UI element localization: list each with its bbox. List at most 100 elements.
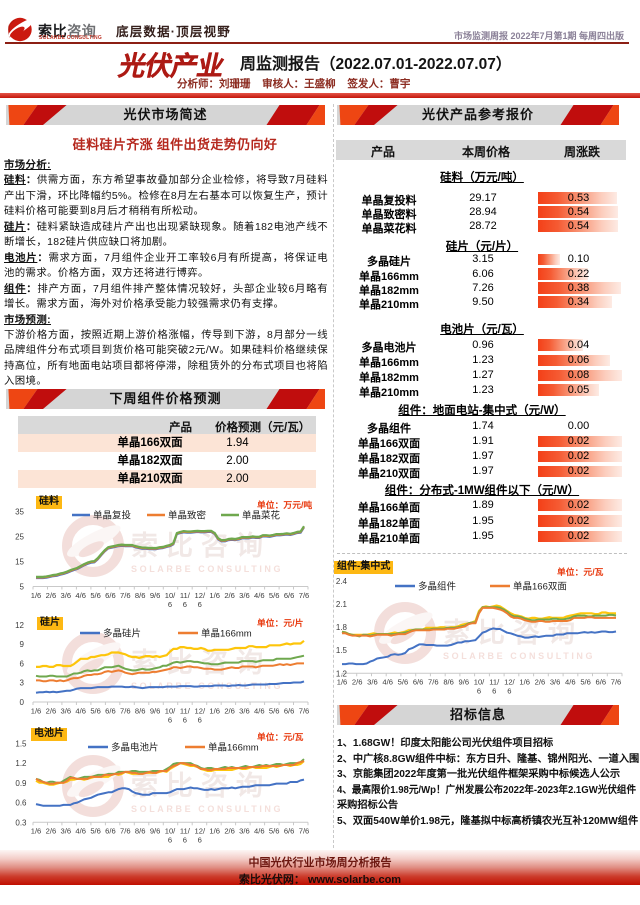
svg-text:索比咨询: 索比咨询: [131, 771, 271, 801]
svg-text:10/: 10/: [474, 678, 485, 687]
svg-text:9/6: 9/6: [459, 678, 470, 687]
svg-text:10/: 10/: [165, 827, 176, 836]
svg-text:7/6: 7/6: [299, 707, 310, 716]
svg-text:5/6: 5/6: [580, 678, 591, 687]
svg-text:1.8: 1.8: [336, 623, 348, 632]
svg-text:6/6: 6/6: [413, 678, 424, 687]
svg-text:SOLARBE CONSULTING: SOLARBE CONSULTING: [131, 564, 283, 574]
svg-text:3/6: 3/6: [239, 827, 250, 836]
svg-text:9/6: 9/6: [150, 591, 161, 600]
svg-text:6: 6: [183, 600, 187, 609]
svg-text:1/6: 1/6: [209, 827, 220, 836]
svg-text:2.4: 2.4: [336, 578, 348, 586]
svg-text:1.2: 1.2: [336, 669, 348, 678]
svg-text:12/: 12/: [195, 827, 206, 836]
svg-text:4/6: 4/6: [254, 827, 265, 836]
svg-text:2/6: 2/6: [224, 707, 235, 716]
svg-text:4/6: 4/6: [75, 591, 86, 600]
svg-text:4/6: 4/6: [75, 827, 86, 836]
svg-text:35: 35: [15, 508, 24, 517]
svg-text:7/6: 7/6: [611, 678, 622, 687]
svg-text:1/6: 1/6: [209, 707, 220, 716]
svg-text:单晶166mm: 单晶166mm: [201, 628, 252, 640]
svg-text:7/6: 7/6: [299, 827, 310, 836]
svg-text:6: 6: [20, 659, 25, 668]
svg-text:单晶致密: 单晶致密: [168, 509, 207, 521]
svg-text:3/6: 3/6: [367, 678, 378, 687]
svg-text:6: 6: [477, 687, 481, 696]
svg-text:9/6: 9/6: [150, 827, 161, 836]
svg-text:6: 6: [492, 687, 496, 696]
svg-text:1.5: 1.5: [15, 739, 27, 748]
svg-text:2/6: 2/6: [46, 827, 57, 836]
svg-text:5/6: 5/6: [90, 707, 101, 716]
svg-text:6/6: 6/6: [596, 678, 607, 687]
svg-text:3/6: 3/6: [550, 678, 561, 687]
svg-text:3/6: 3/6: [239, 591, 250, 600]
svg-text:SOLARBE CONSULTING: SOLARBE CONSULTING: [131, 804, 283, 814]
svg-text:索比咨询: 索比咨询: [131, 648, 271, 678]
svg-text:15: 15: [15, 558, 24, 567]
svg-text:2/6: 2/6: [46, 707, 57, 716]
svg-text:7/6: 7/6: [120, 591, 131, 600]
svg-text:2/6: 2/6: [352, 678, 363, 687]
svg-text:12: 12: [15, 621, 24, 630]
svg-text:3/6: 3/6: [61, 707, 72, 716]
svg-text:5/6: 5/6: [90, 827, 101, 836]
svg-text:6/6: 6/6: [284, 827, 295, 836]
svg-text:5/6: 5/6: [269, 707, 280, 716]
svg-text:6: 6: [198, 716, 202, 725]
svg-text:单晶菜花: 单晶菜花: [242, 509, 281, 521]
svg-text:6/6: 6/6: [105, 827, 116, 836]
svg-text:索比咨询: 索比咨询: [131, 531, 271, 561]
svg-text:0: 0: [20, 698, 25, 707]
svg-text:3: 3: [20, 679, 25, 688]
svg-text:1.5: 1.5: [336, 646, 348, 655]
svg-text:7/6: 7/6: [428, 678, 439, 687]
svg-text:单晶166双面: 单晶166双面: [513, 581, 567, 593]
svg-text:索比咨询: 索比咨询: [443, 618, 583, 648]
svg-text:6/6: 6/6: [105, 591, 116, 600]
svg-text:2/6: 2/6: [535, 678, 546, 687]
svg-text:9/6: 9/6: [150, 707, 161, 716]
svg-text:6: 6: [183, 836, 187, 845]
svg-text:6/6: 6/6: [284, 591, 295, 600]
svg-text:3/6: 3/6: [61, 827, 72, 836]
svg-text:11/: 11/: [180, 827, 191, 836]
svg-text:4/6: 4/6: [254, 707, 265, 716]
svg-text:多晶硅片: 多晶硅片: [103, 628, 141, 640]
svg-text:4/6: 4/6: [254, 591, 265, 600]
svg-text:8/6: 8/6: [135, 827, 146, 836]
svg-text:3/6: 3/6: [239, 707, 250, 716]
svg-text:8/6: 8/6: [443, 678, 454, 687]
svg-text:10/: 10/: [165, 591, 176, 600]
svg-text:11/: 11/: [489, 678, 500, 687]
svg-text:6/6: 6/6: [105, 707, 116, 716]
svg-text:4/6: 4/6: [75, 707, 86, 716]
svg-text:1/6: 1/6: [31, 591, 42, 600]
svg-text:6: 6: [183, 716, 187, 725]
svg-text:2/6: 2/6: [224, 827, 235, 836]
svg-text:12/: 12/: [195, 707, 206, 716]
svg-text:10/: 10/: [165, 707, 176, 716]
svg-text:9: 9: [20, 640, 25, 649]
svg-text:多晶电池片: 多晶电池片: [111, 742, 159, 754]
svg-text:0.3: 0.3: [15, 818, 27, 827]
svg-text:12/: 12/: [504, 678, 515, 687]
svg-text:2.1: 2.1: [336, 600, 348, 609]
svg-text:5/6: 5/6: [269, 827, 280, 836]
svg-text:5/6: 5/6: [90, 591, 101, 600]
svg-text:11/: 11/: [180, 591, 191, 600]
svg-text:SOLARBE CONSULTING: SOLARBE CONSULTING: [443, 651, 595, 661]
svg-text:6: 6: [168, 600, 172, 609]
svg-text:2/6: 2/6: [46, 591, 57, 600]
svg-text:1/6: 1/6: [519, 678, 530, 687]
svg-text:7/6: 7/6: [299, 591, 310, 600]
svg-text:单晶166mm: 单晶166mm: [208, 742, 259, 754]
svg-text:6: 6: [168, 716, 172, 725]
svg-text:多晶组件: 多晶组件: [418, 581, 457, 593]
svg-text:7/6: 7/6: [120, 707, 131, 716]
svg-text:6: 6: [198, 836, 202, 845]
svg-text:4/6: 4/6: [565, 678, 576, 687]
svg-text:6/6: 6/6: [284, 707, 295, 716]
